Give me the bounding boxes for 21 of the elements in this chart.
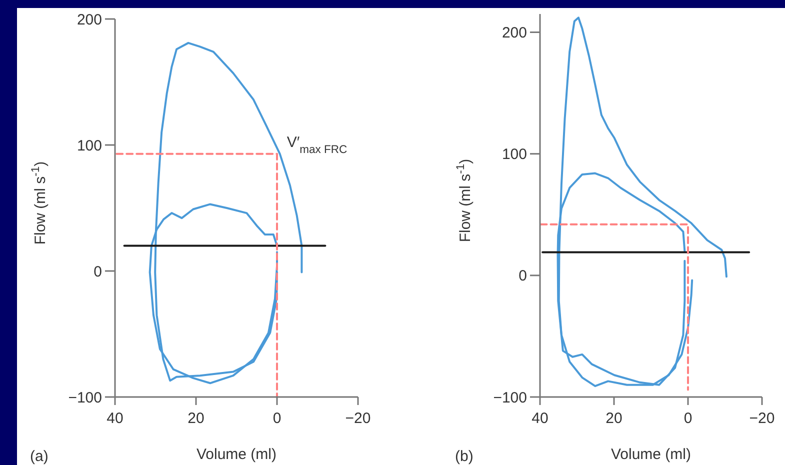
x-tick-label: −20	[749, 410, 775, 427]
x-tick-label: −20	[345, 410, 371, 427]
annotation: V′$_{max FRC}$	[286, 134, 348, 156]
y-tick-label: 200	[502, 24, 527, 42]
text: (a)	[30, 448, 48, 465]
x-axis-title: Volume (ml)	[610, 446, 692, 463]
x-tick-label: 20	[188, 410, 204, 427]
text: (b)	[455, 448, 474, 465]
y-tick-label: 0	[518, 268, 527, 285]
x-tick-label: 20	[606, 410, 622, 427]
x-tick-label: 40	[106, 410, 124, 427]
y-tick-label: 100	[502, 146, 527, 164]
y-tick-label: −100	[493, 389, 527, 406]
y-tick-label: 100	[76, 137, 102, 154]
y-tick-label: −100	[68, 389, 102, 406]
y-tick-label: 0	[94, 263, 102, 280]
x-tick-label: 40	[532, 410, 548, 427]
y-tick-label: 200	[76, 11, 102, 28]
x-axis-title: Volume (ml)	[196, 446, 277, 463]
x-tick-label: 0	[684, 410, 692, 427]
x-tick-label: 0	[272, 410, 282, 427]
